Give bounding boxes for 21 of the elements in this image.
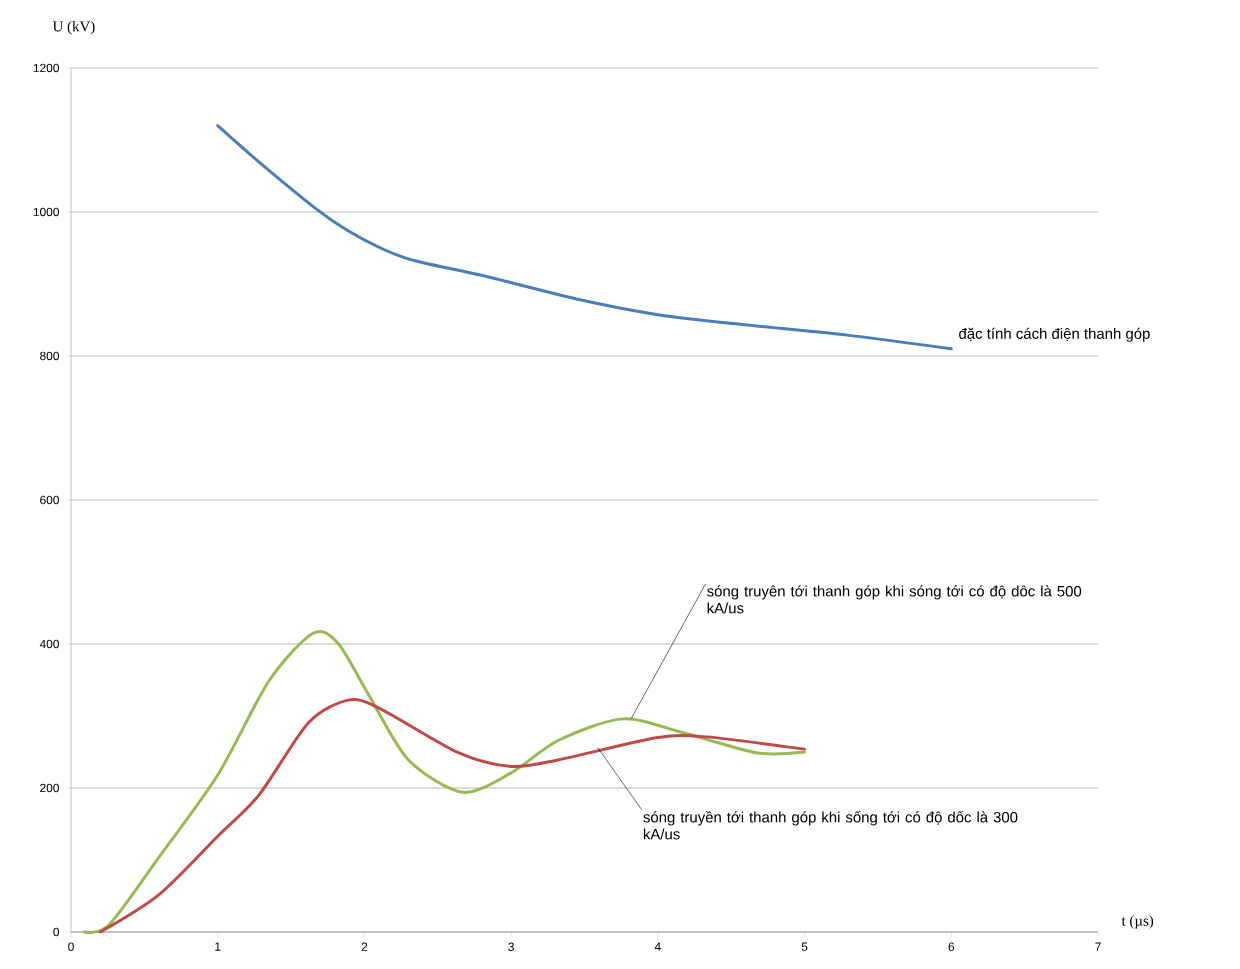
- annotation: sóng truyên tới thanh góp khi sóng tới có độ dôc là 500 kA/us: [707, 585, 1082, 614]
- y-tick-label: 600: [40, 495, 60, 505]
- y-tick-label: 800: [40, 351, 60, 361]
- y-tick-label: 1200: [33, 63, 60, 73]
- x-tick-label: 5: [801, 942, 808, 951]
- x-tick-label: 4: [654, 942, 661, 951]
- x-tick-label: 3: [508, 942, 514, 951]
- x-tick-label: 2: [361, 942, 368, 951]
- x-tick-label: 7: [1095, 942, 1101, 951]
- y-tick-label: 1000: [33, 207, 60, 217]
- x-tick-label: 0: [68, 942, 74, 951]
- line-series: [216, 124, 953, 351]
- annotation: đặc tính cách điện thanh góp: [959, 327, 1150, 342]
- y-tick-label: 400: [39, 639, 60, 649]
- y-axis-title: U (kV): [52, 20, 95, 35]
- annotation: sóng truyền tới thanh góp khi sống tới có độ dốc là 300 kA/us: [643, 810, 1018, 840]
- x-axis-title: t (µs): [1121, 915, 1154, 929]
- y-tick-label: 0: [53, 927, 60, 937]
- x-tick-label: 6: [948, 942, 955, 951]
- y-tick-label: 200: [40, 783, 60, 793]
- x-tick-label: 1: [215, 942, 221, 951]
